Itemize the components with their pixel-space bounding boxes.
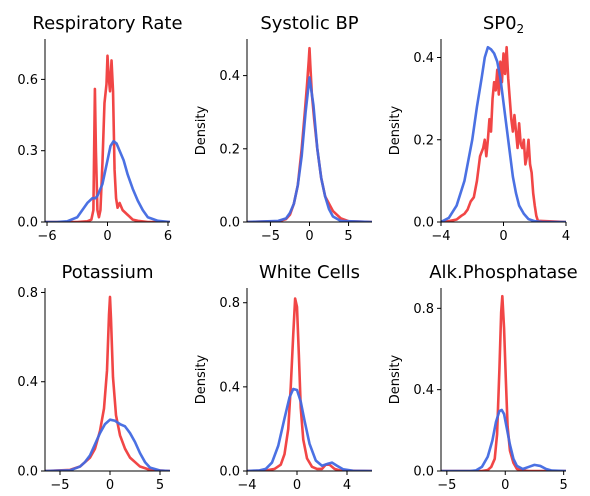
subplot-2: −5 0 5 0.0 0.2 0.4 Density Systolic BP xyxy=(194,13,372,244)
subplot-title: White Cells xyxy=(259,262,360,283)
subplot-title: SP02 xyxy=(483,13,524,36)
density-line-2 xyxy=(247,76,372,222)
x-tick-label: 0 xyxy=(103,229,111,244)
x-tick-label: −4 xyxy=(431,229,450,244)
x-tick-label: −5 xyxy=(261,229,280,244)
density-line-1 xyxy=(441,294,566,471)
y-tick-label: 0.3 xyxy=(17,144,38,159)
y-tick-label: 0.4 xyxy=(413,383,434,398)
y-tick-label: 0.2 xyxy=(219,142,240,157)
x-tick-label: −4 xyxy=(237,478,256,493)
y-tick-label: 0.0 xyxy=(413,465,434,480)
y-tick-label: 0.0 xyxy=(413,216,434,231)
density-line-2 xyxy=(441,408,566,471)
subplot-title: Systolic BP xyxy=(260,13,358,34)
y-axis-label: Density xyxy=(388,354,403,404)
density-line-2 xyxy=(441,45,566,222)
y-tick-label: 0.4 xyxy=(219,380,240,395)
y-tick-label: 0.6 xyxy=(17,73,38,88)
x-tick-label: 0 xyxy=(293,478,301,493)
x-tick-label: 0 xyxy=(499,229,507,244)
y-tick-label: 0.8 xyxy=(413,302,434,317)
subplot-6: −5 0 5 0.0 0.4 0.8 Density Alk.Phosphatase xyxy=(388,262,578,493)
density-line-1 xyxy=(45,54,170,222)
subplot-1: −6 0 6 0.0 0.3 0.6 Respiratory Rate xyxy=(17,13,182,244)
y-axis-label: Density xyxy=(194,354,209,404)
y-tick-label: 0.0 xyxy=(219,465,240,480)
y-tick-label: 0.0 xyxy=(17,216,38,231)
subplot-title: Respiratory Rate xyxy=(32,13,182,34)
y-tick-label: 0.4 xyxy=(17,375,38,390)
x-tick-label: 0 xyxy=(106,478,114,493)
x-tick-label: 5 xyxy=(560,478,568,493)
x-tick-label: −5 xyxy=(50,478,69,493)
subplot-title: Alk.Phosphatase xyxy=(429,262,578,283)
y-tick-label: 0.0 xyxy=(17,465,38,480)
density-line-1 xyxy=(45,295,170,471)
x-tick-label: 5 xyxy=(156,478,164,493)
x-tick-label: 0 xyxy=(501,478,509,493)
density-line-1 xyxy=(441,45,566,222)
subplot-title: Potassium xyxy=(61,262,153,283)
density-line-2 xyxy=(45,139,170,222)
x-tick-label: 5 xyxy=(344,229,352,244)
y-tick-label: 0.8 xyxy=(17,286,38,301)
x-tick-label: 6 xyxy=(164,229,172,244)
y-axis-label: Density xyxy=(194,105,209,155)
x-tick-label: −5 xyxy=(437,478,456,493)
y-tick-label: 0.4 xyxy=(413,51,434,66)
density-line-1 xyxy=(247,46,372,222)
x-tick-label: −6 xyxy=(37,229,56,244)
density-line-2 xyxy=(247,387,372,471)
y-axis-label: Density xyxy=(388,105,403,155)
x-tick-label: 4 xyxy=(343,478,351,493)
y-tick-label: 0.8 xyxy=(219,296,240,311)
subplot-4: −5 0 5 0.0 0.4 0.8 Potassium xyxy=(17,262,170,493)
density-line-2 xyxy=(45,418,170,471)
x-tick-label: 4 xyxy=(562,229,570,244)
y-tick-label: 0.4 xyxy=(219,69,240,84)
subplot-5: −4 0 4 0.0 0.4 0.8 Density White Cells xyxy=(194,262,372,493)
x-tick-label: 0 xyxy=(305,229,313,244)
y-tick-label: 0.0 xyxy=(219,216,240,231)
subplot-3: −4 0 4 0.0 0.2 0.4 Density SP02 xyxy=(388,13,570,244)
y-tick-label: 0.2 xyxy=(413,133,434,148)
